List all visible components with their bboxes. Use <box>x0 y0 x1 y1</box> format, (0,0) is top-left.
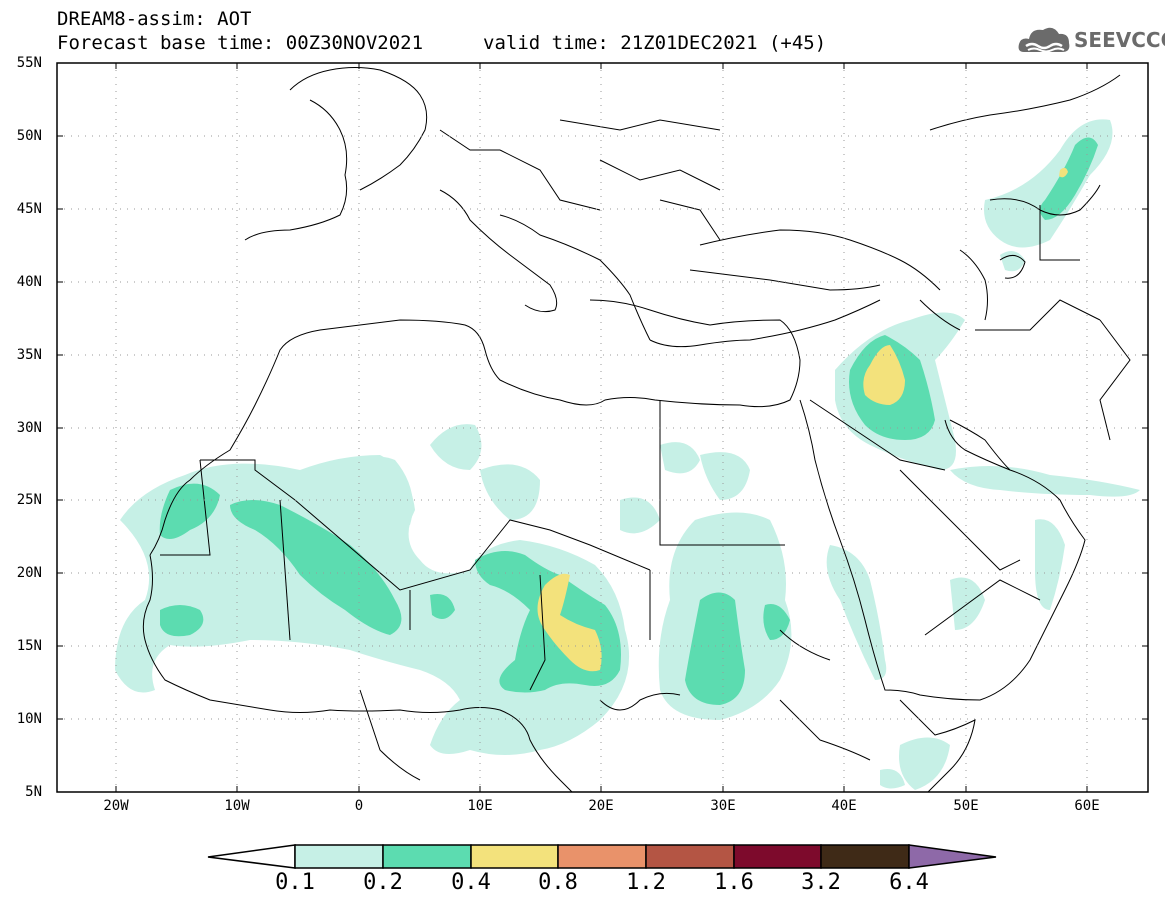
colorbar-label: 3.2 <box>801 870 841 895</box>
axis-ticks <box>57 63 1148 792</box>
lat-label: 50N <box>16 128 42 144</box>
cloud-logo-icon <box>1018 27 1070 53</box>
coastlines <box>142 67 1121 792</box>
lon-label: 20W <box>103 798 129 814</box>
colorbar-label: 6.4 <box>889 870 929 895</box>
lat-label: 30N <box>16 420 42 436</box>
lat-label: 25N <box>16 492 42 508</box>
lon-label: 20E <box>588 798 614 814</box>
colorbar-label: 0.2 <box>363 870 403 895</box>
lon-label: 50E <box>953 798 979 814</box>
colorbar-label: 1.2 <box>626 870 666 895</box>
aot-layer-0-4 <box>537 167 1068 672</box>
lat-label: 35N <box>16 347 42 363</box>
forecast-base-time: Forecast base time: 00Z30NOV2021 <box>57 32 424 54</box>
aot-layer-0-1 <box>115 119 1140 790</box>
lat-label: 45N <box>16 201 42 217</box>
logo-text: SEEVCCC <box>1074 28 1165 52</box>
lat-label: 15N <box>16 638 42 654</box>
lon-label: 0 <box>354 798 364 814</box>
lat-label: 55N <box>16 55 42 71</box>
valid-time: valid time: 21Z01DEC2021 (+45) <box>483 32 827 54</box>
lon-label: 40E <box>831 798 857 814</box>
lat-label: 40N <box>16 274 42 290</box>
lon-label: 30E <box>710 798 736 814</box>
lon-label: 10W <box>224 798 250 814</box>
lon-label: 60E <box>1074 798 1100 814</box>
lat-label: 5N <box>25 784 42 800</box>
colorbar-label: 1.6 <box>714 870 754 895</box>
colorbar-label: 0.8 <box>538 870 578 895</box>
lat-label: 20N <box>16 565 42 581</box>
colorbar-label: 0.4 <box>451 870 491 895</box>
lon-label: 10E <box>467 798 493 814</box>
lat-label: 10N <box>16 711 42 727</box>
seevccc-logo: SEEVCCC <box>1016 22 1165 58</box>
map-title: DREAM8-assim: AOT <box>57 8 252 30</box>
country-borders <box>160 119 1131 781</box>
colorbar-label: 0.1 <box>275 870 315 895</box>
map-grid <box>57 63 1148 792</box>
